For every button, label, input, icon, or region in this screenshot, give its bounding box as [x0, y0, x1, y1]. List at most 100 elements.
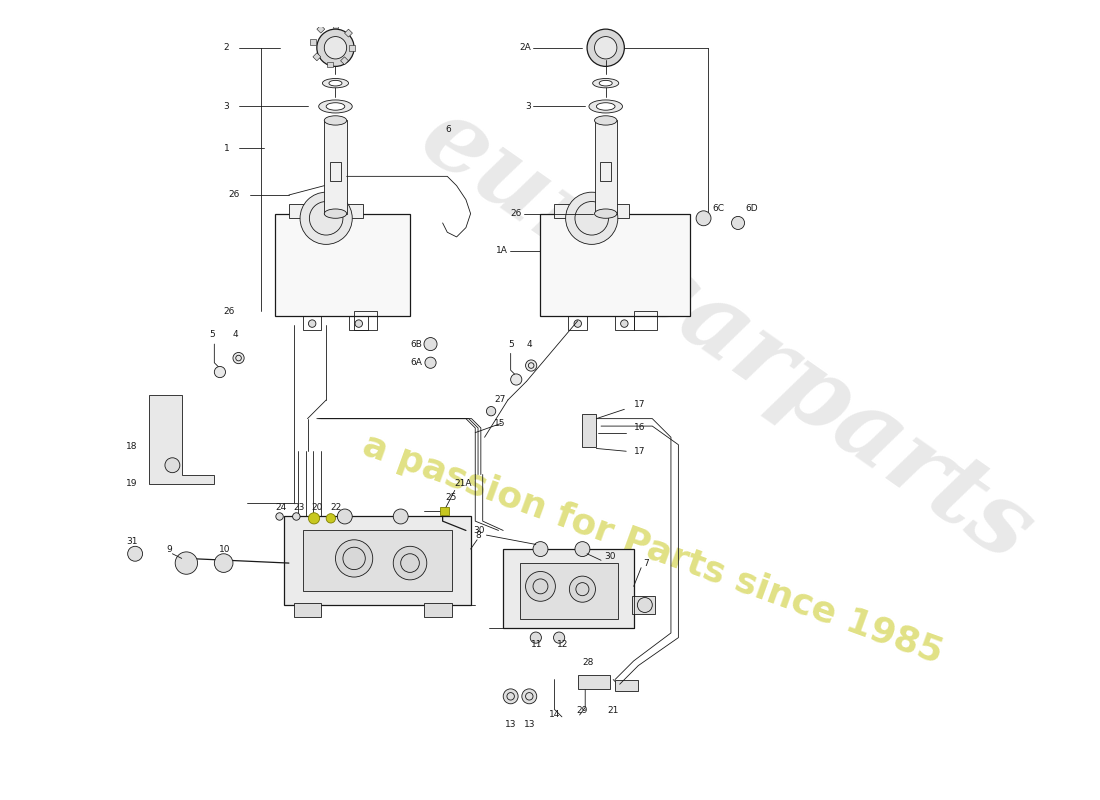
Bar — [310, 39, 316, 45]
Bar — [582, 414, 596, 446]
Ellipse shape — [324, 116, 346, 125]
Circle shape — [553, 632, 564, 643]
Text: 20: 20 — [311, 502, 322, 512]
Circle shape — [165, 458, 179, 473]
Bar — [302, 316, 321, 330]
Ellipse shape — [593, 78, 619, 88]
Text: 6: 6 — [446, 126, 451, 134]
Text: eurocarparts: eurocarparts — [403, 88, 1050, 582]
Circle shape — [393, 546, 427, 580]
Text: 27: 27 — [494, 395, 505, 405]
Text: 17: 17 — [634, 400, 646, 409]
Bar — [294, 603, 321, 617]
Bar — [520, 563, 618, 619]
Circle shape — [128, 546, 143, 562]
Text: 26: 26 — [510, 209, 521, 218]
Bar — [289, 204, 363, 218]
Circle shape — [526, 571, 556, 602]
Bar — [594, 121, 617, 214]
Bar — [317, 25, 324, 33]
Circle shape — [214, 554, 233, 572]
Circle shape — [530, 632, 541, 643]
Polygon shape — [150, 395, 214, 484]
Text: 6B: 6B — [410, 339, 422, 349]
Ellipse shape — [322, 78, 349, 88]
Text: 26: 26 — [223, 307, 235, 316]
Circle shape — [565, 192, 618, 244]
Circle shape — [425, 357, 436, 368]
Bar — [350, 45, 355, 50]
Circle shape — [293, 513, 300, 520]
Ellipse shape — [324, 209, 346, 218]
Text: 13: 13 — [505, 720, 516, 729]
Ellipse shape — [329, 80, 342, 86]
Bar — [440, 507, 449, 514]
Circle shape — [308, 513, 320, 524]
Bar — [350, 316, 368, 330]
Ellipse shape — [594, 209, 617, 218]
Ellipse shape — [327, 102, 344, 110]
Bar — [424, 603, 452, 617]
Text: 5: 5 — [508, 339, 514, 349]
Text: 25: 25 — [446, 494, 456, 502]
Text: 19: 19 — [126, 479, 138, 488]
Bar — [631, 596, 656, 614]
Text: 11: 11 — [531, 640, 542, 649]
Circle shape — [732, 217, 745, 230]
Circle shape — [503, 689, 518, 704]
Circle shape — [486, 406, 496, 416]
Text: 26: 26 — [229, 190, 240, 199]
Circle shape — [336, 540, 373, 577]
Text: 14: 14 — [549, 710, 560, 719]
Bar — [312, 53, 321, 61]
Circle shape — [637, 598, 652, 613]
Text: 12: 12 — [558, 640, 569, 649]
Bar — [554, 204, 629, 218]
Text: 17: 17 — [634, 446, 646, 456]
Ellipse shape — [319, 100, 352, 113]
Bar — [578, 675, 610, 689]
Text: 3: 3 — [223, 102, 230, 111]
Text: 21: 21 — [607, 706, 619, 715]
Circle shape — [338, 509, 352, 524]
Bar — [324, 121, 346, 214]
Circle shape — [424, 338, 437, 350]
Bar — [615, 679, 638, 690]
Bar — [354, 311, 377, 330]
Text: 3: 3 — [526, 102, 531, 111]
Circle shape — [620, 320, 628, 327]
Text: 2A: 2A — [519, 43, 531, 52]
Circle shape — [587, 29, 625, 66]
Text: 10: 10 — [219, 545, 231, 554]
Text: 6A: 6A — [410, 358, 422, 367]
Circle shape — [324, 37, 346, 59]
Text: 5: 5 — [210, 330, 216, 339]
Bar — [284, 517, 471, 605]
Text: 24: 24 — [276, 502, 287, 512]
Bar — [302, 530, 452, 591]
Bar — [540, 214, 690, 316]
Circle shape — [526, 360, 537, 371]
Text: 21A: 21A — [454, 479, 472, 488]
Text: 23: 23 — [294, 502, 305, 512]
Circle shape — [521, 689, 537, 704]
Circle shape — [327, 514, 336, 523]
Circle shape — [534, 542, 548, 557]
Text: 22: 22 — [330, 502, 341, 512]
Text: 6C: 6C — [713, 205, 725, 214]
Ellipse shape — [594, 116, 617, 125]
Circle shape — [574, 320, 582, 327]
Circle shape — [276, 513, 284, 520]
Bar — [615, 316, 634, 330]
Text: 6D: 6D — [746, 205, 758, 214]
Ellipse shape — [588, 100, 623, 113]
Text: 15: 15 — [494, 418, 505, 428]
Bar — [634, 311, 657, 330]
Bar — [503, 549, 634, 628]
Text: 1A: 1A — [496, 246, 508, 255]
Text: 4: 4 — [527, 339, 532, 349]
Text: 28: 28 — [582, 658, 594, 667]
Text: 7: 7 — [644, 558, 649, 567]
Circle shape — [355, 320, 363, 327]
Bar — [569, 316, 587, 330]
